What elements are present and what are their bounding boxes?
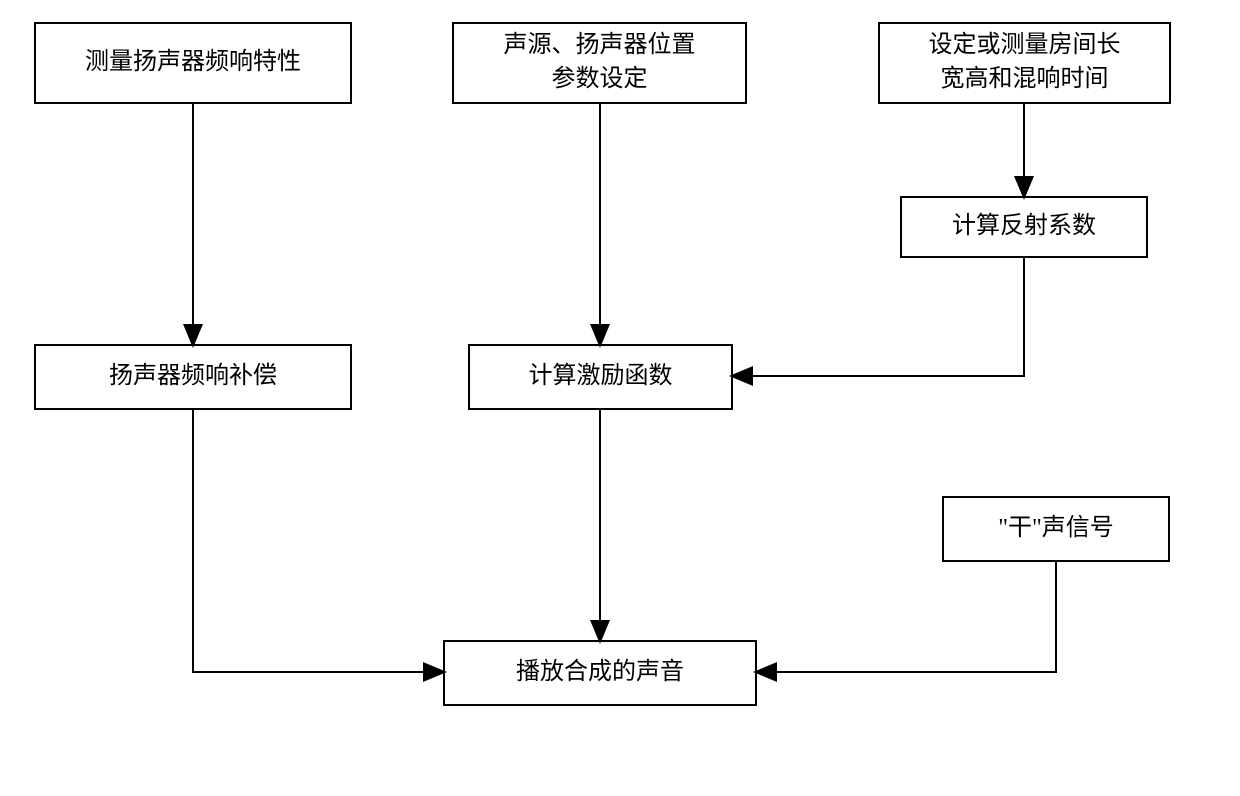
node-label: "干"声信号 xyxy=(998,512,1114,546)
node-calc-reflection-coeff: 计算反射系数 xyxy=(900,196,1148,258)
node-measure-speaker-freq: 测量扬声器频响特性 xyxy=(34,22,352,104)
node-label: 声源、扬声器位置参数设定 xyxy=(504,29,696,96)
node-label: 设定或测量房间长宽高和混响时间 xyxy=(929,29,1121,96)
node-source-speaker-position: 声源、扬声器位置参数设定 xyxy=(452,22,747,104)
node-label: 计算激励函数 xyxy=(529,360,673,394)
node-label: 播放合成的声音 xyxy=(516,656,684,690)
node-label: 扬声器频响补偿 xyxy=(109,360,277,394)
node-label: 计算反射系数 xyxy=(952,210,1096,244)
node-calc-excitation-func: 计算激励函数 xyxy=(468,344,733,410)
node-label: 测量扬声器频响特性 xyxy=(85,46,301,80)
node-speaker-freq-compensation: 扬声器频响补偿 xyxy=(34,344,352,410)
node-dry-sound-signal: "干"声信号 xyxy=(942,496,1170,562)
node-room-dimensions-reverb: 设定或测量房间长宽高和混响时间 xyxy=(878,22,1171,104)
node-play-synth-sound: 播放合成的声音 xyxy=(443,640,757,706)
